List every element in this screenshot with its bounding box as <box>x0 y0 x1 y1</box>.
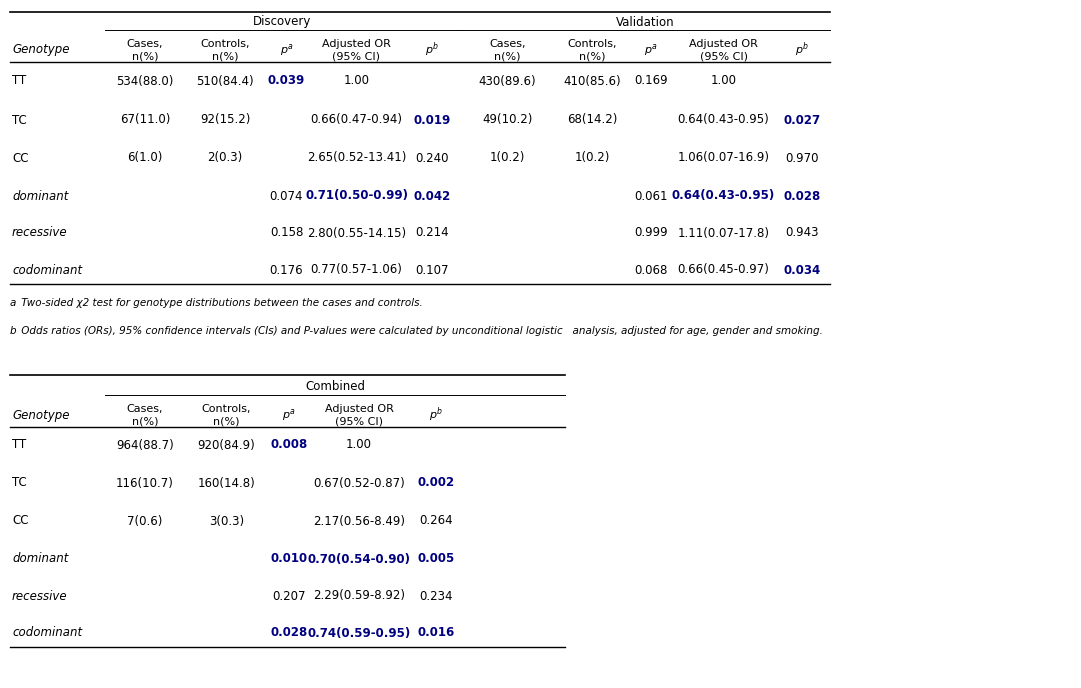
Text: Cases,
n(%): Cases, n(%) <box>126 404 163 426</box>
Text: TT: TT <box>12 74 26 87</box>
Text: 0.234: 0.234 <box>419 590 453 603</box>
Text: $p^b$: $p^b$ <box>426 41 440 59</box>
Text: 0.240: 0.240 <box>416 151 450 164</box>
Text: 2.80(0.55-14.15): 2.80(0.55-14.15) <box>307 226 406 239</box>
Text: codominant: codominant <box>12 627 82 640</box>
Text: 0.028: 0.028 <box>270 627 308 640</box>
Text: 1.06(0.07-16.9): 1.06(0.07-16.9) <box>678 151 770 164</box>
Text: 0.71(0.50-0.99): 0.71(0.50-0.99) <box>305 189 408 202</box>
Text: 116(10.7): 116(10.7) <box>116 477 174 489</box>
Text: 0.039: 0.039 <box>268 74 305 87</box>
Text: Cases,
n(%): Cases, n(%) <box>490 39 525 61</box>
Text: 0.264: 0.264 <box>419 515 453 528</box>
Text: Adjusted OR
(95% CI): Adjusted OR (95% CI) <box>689 39 758 61</box>
Text: 1.00: 1.00 <box>346 438 372 451</box>
Text: 0.027: 0.027 <box>784 114 822 127</box>
Text: 0.999: 0.999 <box>635 226 668 239</box>
Text: $p^b$: $p^b$ <box>796 41 810 59</box>
Text: 0.002: 0.002 <box>418 477 455 489</box>
Text: 1.00: 1.00 <box>710 74 736 87</box>
Text: 964(88.7): 964(88.7) <box>116 438 174 451</box>
Text: Genotype: Genotype <box>12 43 69 56</box>
Text: 0.042: 0.042 <box>414 189 451 202</box>
Text: 0.74(0.59-0.95): 0.74(0.59-0.95) <box>307 627 411 640</box>
Text: 2.29(0.59-8.92): 2.29(0.59-8.92) <box>313 590 405 603</box>
Text: 0.77(0.57-1.06): 0.77(0.57-1.06) <box>310 264 402 277</box>
Text: recessive: recessive <box>12 226 68 239</box>
Text: 2.65(0.52-13.41): 2.65(0.52-13.41) <box>307 151 406 164</box>
Text: 0.64(0.43-0.95): 0.64(0.43-0.95) <box>678 114 770 127</box>
Text: Adjusted OR
(95% CI): Adjusted OR (95% CI) <box>322 39 391 61</box>
Text: $p^a$: $p^a$ <box>282 407 296 423</box>
Text: 0.169: 0.169 <box>635 74 668 87</box>
Text: 0.061: 0.061 <box>635 189 668 202</box>
Text: Two-sided χ2 test for genotype distributions between the cases and controls.: Two-sided χ2 test for genotype distribut… <box>18 298 423 308</box>
Text: 1.00: 1.00 <box>344 74 370 87</box>
Text: 49(10.2): 49(10.2) <box>482 114 533 127</box>
Text: Validation: Validation <box>616 16 675 28</box>
Text: 534(88.0): 534(88.0) <box>117 74 174 87</box>
Text: CC: CC <box>12 515 28 528</box>
Text: Adjusted OR
(95% CI): Adjusted OR (95% CI) <box>324 404 393 426</box>
Text: Odds ratios (ORs), 95% confidence intervals (CIs) and P-values were calculated b: Odds ratios (ORs), 95% confidence interv… <box>18 326 823 336</box>
Text: 160(14.8): 160(14.8) <box>198 477 255 489</box>
Text: TC: TC <box>12 114 27 127</box>
Text: Controls,
n(%): Controls, n(%) <box>202 404 251 426</box>
Text: 0.068: 0.068 <box>635 264 668 277</box>
Text: 0.970: 0.970 <box>786 151 819 164</box>
Text: 0.943: 0.943 <box>786 226 819 239</box>
Text: $p^a$: $p^a$ <box>280 42 293 58</box>
Text: 6(1.0): 6(1.0) <box>128 151 162 164</box>
Text: recessive: recessive <box>12 590 68 603</box>
Text: dominant: dominant <box>12 189 68 202</box>
Text: CC: CC <box>12 151 28 164</box>
Text: 92(15.2): 92(15.2) <box>200 114 250 127</box>
Text: 410(85.6): 410(85.6) <box>563 74 622 87</box>
Text: 920(84.9): 920(84.9) <box>198 438 255 451</box>
Text: a: a <box>10 298 16 308</box>
Text: Combined: Combined <box>305 380 365 394</box>
Text: 1(0.2): 1(0.2) <box>490 151 525 164</box>
Text: 2(0.3): 2(0.3) <box>208 151 242 164</box>
Text: 0.107: 0.107 <box>416 264 450 277</box>
Text: TC: TC <box>12 477 27 489</box>
Text: 510(84.4): 510(84.4) <box>196 74 254 87</box>
Text: 0.67(0.52-0.87): 0.67(0.52-0.87) <box>313 477 405 489</box>
Text: 430(89.6): 430(89.6) <box>479 74 536 87</box>
Text: 0.016: 0.016 <box>418 627 455 640</box>
Text: 0.64(0.43-0.95): 0.64(0.43-0.95) <box>672 189 775 202</box>
Text: 7(0.6): 7(0.6) <box>128 515 162 528</box>
Text: Genotype: Genotype <box>12 409 69 422</box>
Text: 0.66(0.45-0.97): 0.66(0.45-0.97) <box>678 264 770 277</box>
Text: 0.158: 0.158 <box>270 226 303 239</box>
Text: b: b <box>10 326 16 336</box>
Text: Controls,
n(%): Controls, n(%) <box>568 39 617 61</box>
Text: 0.176: 0.176 <box>269 264 304 277</box>
Text: Controls,
n(%): Controls, n(%) <box>200 39 250 61</box>
Text: codominant: codominant <box>12 264 82 277</box>
Text: $p^b$: $p^b$ <box>429 406 443 424</box>
Text: dominant: dominant <box>12 552 68 566</box>
Text: 0.207: 0.207 <box>272 590 306 603</box>
Text: 2.17(0.56-8.49): 2.17(0.56-8.49) <box>313 515 405 528</box>
Text: 3(0.3): 3(0.3) <box>209 515 244 528</box>
Text: TT: TT <box>12 438 26 451</box>
Text: 1(0.2): 1(0.2) <box>575 151 610 164</box>
Text: 0.010: 0.010 <box>270 552 308 566</box>
Text: 0.005: 0.005 <box>418 552 455 566</box>
Text: Cases,
n(%): Cases, n(%) <box>126 39 163 61</box>
Text: 0.66(0.47-0.94): 0.66(0.47-0.94) <box>310 114 402 127</box>
Text: Discovery: Discovery <box>253 16 311 28</box>
Text: 0.028: 0.028 <box>784 189 822 202</box>
Text: 68(14.2): 68(14.2) <box>568 114 617 127</box>
Text: $p^a$: $p^a$ <box>644 42 658 58</box>
Text: 0.034: 0.034 <box>784 264 822 277</box>
Text: 0.214: 0.214 <box>416 226 450 239</box>
Text: 1.11(0.07-17.8): 1.11(0.07-17.8) <box>678 226 770 239</box>
Text: 67(11.0): 67(11.0) <box>120 114 170 127</box>
Text: 0.074: 0.074 <box>270 189 304 202</box>
Text: 0.008: 0.008 <box>270 438 308 451</box>
Text: 0.019: 0.019 <box>414 114 451 127</box>
Text: 0.70(0.54-0.90): 0.70(0.54-0.90) <box>307 552 411 566</box>
